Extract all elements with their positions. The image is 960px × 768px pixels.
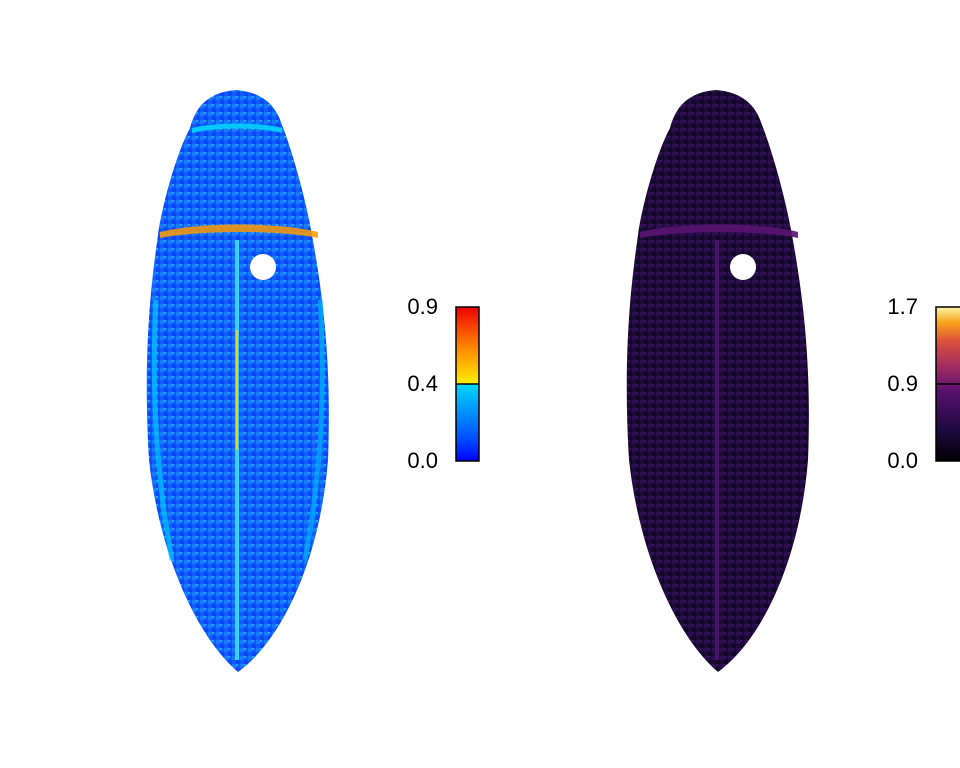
colorbar-right: 1.7 0.9 0.0 [887,294,960,473]
colorbar-left-tick-top: 0.9 [407,294,438,319]
heatmap-right [626,90,809,672]
colorbar-left: 0.9 0.4 0.0 [407,294,480,473]
colorbar-right-tick-bottom: 0.0 [887,448,918,473]
heatmap-left [146,90,329,672]
specimen-left-left-edge [151,299,175,561]
specimen-right-hole [730,254,756,280]
colorbar-left-tick-mid: 0.4 [407,371,438,396]
specimen-left-right-edge [302,299,325,561]
specimen-left-elytra-band [160,224,318,238]
colorbar-right-tick-mid: 0.9 [887,371,918,396]
colorbar-right-tick-top: 1.7 [887,294,918,319]
colorbar-left-tick-bottom: 0.0 [407,448,438,473]
specimen-left-hole [250,254,276,280]
specimen-left-head-band [192,123,282,133]
specimen-right-elytra-band [640,224,798,238]
